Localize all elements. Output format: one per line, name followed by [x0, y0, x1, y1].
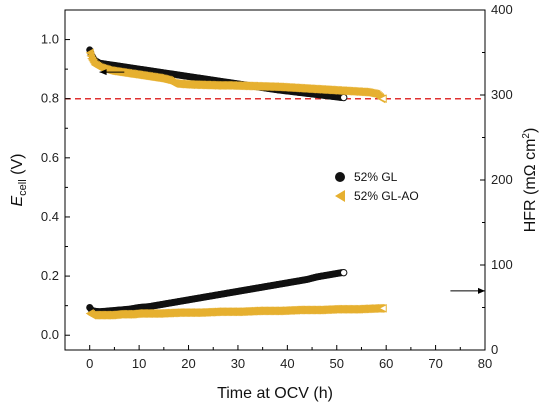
- data-point-end: [340, 93, 348, 102]
- x-tick-label: 30: [231, 356, 245, 371]
- y-left-axis-title: Ecell (V): [9, 154, 29, 207]
- x-tick-label: 70: [428, 356, 442, 371]
- y-left-tick-label: 0.2: [41, 268, 59, 283]
- y-right-tick-label: 200: [491, 172, 513, 187]
- y-left-tick-label: 0.8: [41, 91, 59, 106]
- x-axis-title: Time at OCV (h): [217, 385, 333, 402]
- y-right-title-sup: 2: [521, 133, 532, 139]
- legend-marker-gl-ao: [335, 190, 345, 202]
- ticks-group: 0 10 20 30 40 50 60 70 80 0.0 0.2 0.4 0.6 0.8 1.0 0 100 2…: [41, 2, 513, 371]
- x-tick-label: 60: [379, 356, 393, 371]
- data-point-end: [378, 304, 387, 313]
- legend: 52% GL 52% GL-AO: [335, 170, 419, 203]
- series-2: [86, 268, 348, 316]
- y-right-title-end: ): [522, 128, 539, 133]
- arrow-head-1: [478, 287, 485, 294]
- y-right-tick-label: 100: [491, 257, 513, 272]
- data-point-end: [340, 268, 348, 277]
- y-right-tick-label: 400: [491, 2, 513, 17]
- series-3: [85, 303, 387, 320]
- data-point-end: [378, 94, 387, 104]
- series-group: [85, 46, 387, 320]
- y-right-tick-label: 0: [491, 342, 498, 357]
- arrows-group: [99, 69, 485, 294]
- series-1: [85, 48, 387, 104]
- legend-marker-gl: [335, 172, 345, 182]
- legend-label-gl-ao: 52% GL-AO: [354, 189, 419, 203]
- y-right-tick-label: 300: [491, 87, 513, 102]
- y-left-tick-label: 1.0: [41, 32, 59, 47]
- y-left-title-unit: (V): [9, 154, 26, 180]
- y-left-title-main: E: [9, 195, 26, 206]
- y-left-title-sub: cell: [17, 179, 29, 196]
- y-left-tick-label: 0.0: [41, 327, 59, 342]
- x-tick-label: 20: [181, 356, 195, 371]
- plot-frame: [64, 9, 486, 351]
- x-tick-label: 50: [330, 356, 344, 371]
- legend-label-gl: 52% GL: [354, 170, 398, 184]
- y-right-axis-title: HFR (mΩ cm2): [521, 128, 539, 233]
- x-tick-label: 0: [86, 356, 93, 371]
- x-tick-label: 40: [280, 356, 294, 371]
- x-tick-label: 10: [132, 356, 146, 371]
- y-right-title-main: HFR (mΩ cm: [522, 139, 539, 233]
- arrow-head-0: [99, 69, 107, 76]
- x-tick-label: 80: [478, 356, 492, 371]
- y-left-tick-label: 0.4: [41, 209, 59, 224]
- y-left-tick-label: 0.6: [41, 150, 59, 165]
